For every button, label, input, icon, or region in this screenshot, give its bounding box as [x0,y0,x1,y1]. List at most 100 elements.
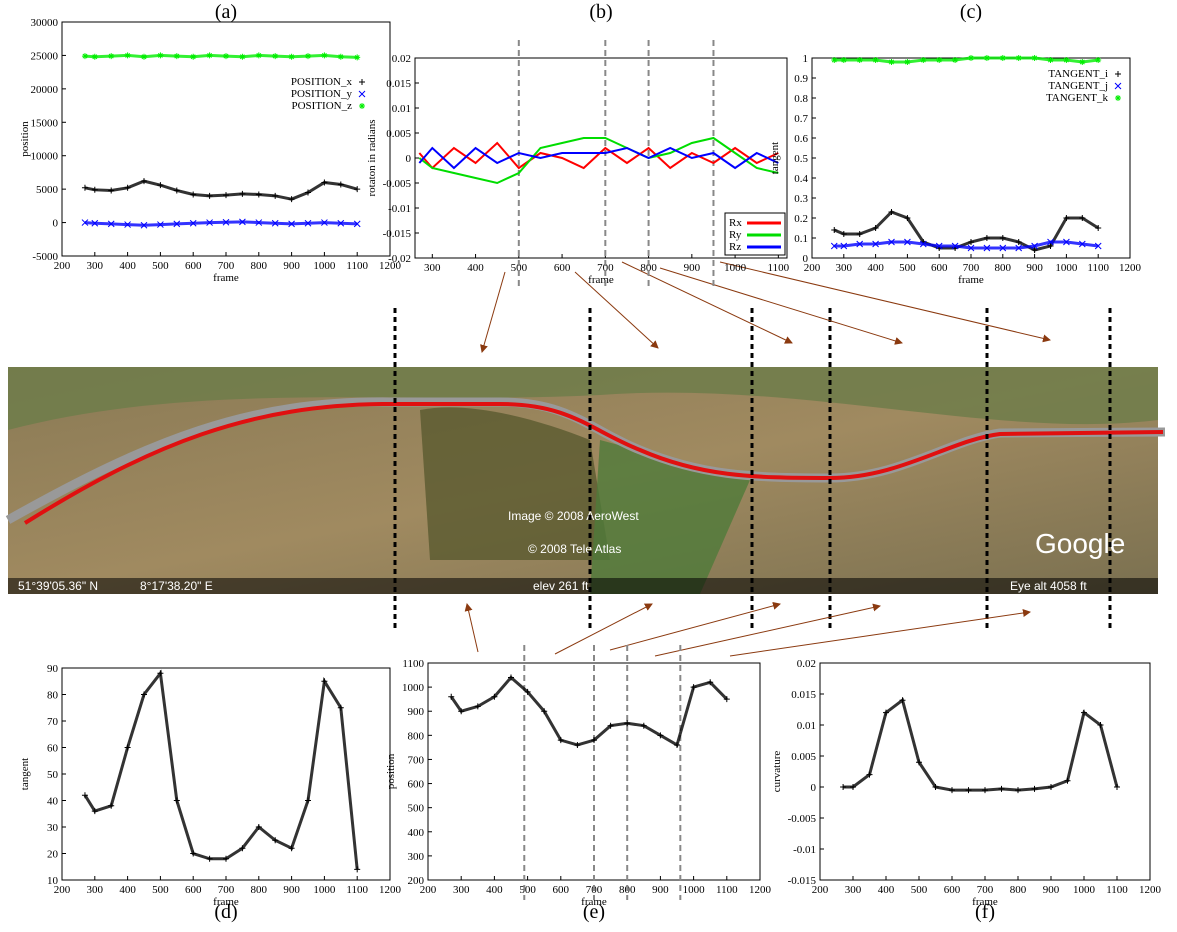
point [607,722,614,729]
y-tick-label: 700 [408,754,425,766]
point [239,845,246,852]
point [557,737,564,744]
longitude: 8°17'38.20" E [140,579,213,593]
y-tick-label: 0.02 [392,53,411,65]
x-tick-label: 1100 [346,884,368,896]
point [173,797,180,804]
chart-title: (d) [214,901,237,923]
latitude: 51°39'05.36" N [18,579,98,593]
chart-title: (c) [960,1,982,23]
y-tick-label: 0.1 [794,233,808,245]
point [574,741,581,748]
x-tick-label: 500 [152,260,169,272]
x-tick-label: 900 [1026,262,1043,274]
route [23,402,1164,525]
point [965,787,972,794]
y-tick-label: 0.7 [794,113,808,125]
y-tick-label: 600 [408,779,425,791]
point [81,184,88,191]
x-tick-label: 400 [486,884,503,896]
x-tick-label: 700 [977,884,994,896]
point [288,196,295,203]
point [321,52,328,59]
point [967,244,975,252]
legend-label: Rx [729,217,742,229]
point [690,684,697,691]
point [91,808,98,815]
x-tick-label: 800 [251,260,268,272]
x-tick-label: 300 [453,884,470,896]
point [189,219,197,227]
point [1015,55,1022,61]
x-tick-label: 800 [995,262,1012,274]
point [272,192,279,199]
point [657,732,664,739]
point [640,722,647,729]
y-tick-label: 50 [47,769,59,781]
arrow [464,603,479,653]
x-tick-label: 1000 [1055,262,1078,274]
point [524,688,531,695]
y-tick-label: 0.6 [794,133,808,145]
point [541,708,548,715]
x-tick-label: 200 [804,262,821,274]
point [305,53,311,60]
x-tick-label: 800 [251,884,268,896]
point [108,53,115,60]
arrows [464,261,1051,657]
x-tick-label: 800 [640,262,657,274]
point [271,219,279,227]
point [173,53,180,60]
y-tick-label: 30 [47,822,59,834]
y-tick-label: 0.005 [386,128,411,140]
y-tick-label: 40 [47,796,59,808]
point [899,697,906,704]
y-tick-label: 0.015 [386,78,411,90]
point [91,219,99,227]
x-tick-label: 400 [867,262,884,274]
x-axis-label: frame [958,274,984,286]
chart: (f) 200 300 400 500 600 700 800 900 1000 1100 1200 -… [771,658,1162,923]
eye-altitude: Eye alt 4058 ft [1010,579,1087,593]
series-line [418,141,779,170]
y-tick-label: -0.01 [388,203,411,215]
point [223,53,229,60]
y-tick-label: 0.3 [794,193,808,205]
point [856,240,864,248]
point [968,239,974,245]
point [255,191,262,198]
chart-title: (f) [975,901,995,923]
y-tick-label: -0.005 [788,813,817,825]
x-tick-label: 700 [218,260,235,272]
point [674,741,680,748]
x-tick-label: 600 [931,262,948,274]
point [1114,784,1120,790]
x-tick-label: 1000 [683,884,706,896]
chart-title: (a) [215,1,237,23]
arrow [719,261,1051,343]
green-field [590,440,750,594]
point [888,59,895,65]
y-tick-label: 20000 [31,84,59,96]
point [866,771,873,778]
point [157,182,164,189]
x-tick-label: 1000 [313,884,336,896]
y-axis-label: curvature [771,751,783,793]
point [190,850,197,857]
x-tick-label: 300 [845,884,862,896]
x-tick-label: 1200 [379,260,402,272]
arrow [480,271,506,353]
y-tick-label: -0.015 [383,228,412,240]
point [936,57,943,63]
point [272,837,279,844]
point [831,57,838,63]
chart-title: (e) [583,901,605,923]
y-axis-label: position [19,121,31,157]
legend-label: TANGENT_j [1048,80,1108,92]
point [108,802,115,809]
point [337,219,345,227]
y-tick-label: 400 [408,827,425,839]
x-tick-label: 1200 [749,884,772,896]
y-axis-label: position [385,753,397,789]
legend-marker [1115,95,1121,101]
